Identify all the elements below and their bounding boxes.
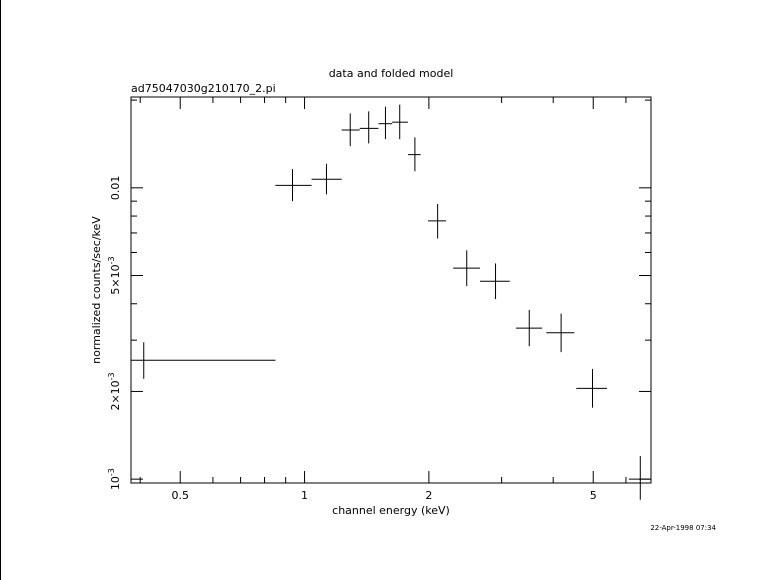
data-points xyxy=(131,104,651,500)
y-tick-labels: 10-3 2×10-3 5×10-3 0.01 xyxy=(107,176,122,491)
y-tick-label: 0.01 xyxy=(109,176,122,201)
data-point xyxy=(480,263,510,300)
x-tick-labels: 0.5 1 2 5 xyxy=(171,489,596,502)
window-edge xyxy=(0,0,1,580)
chart-title: data and folded model xyxy=(329,67,454,80)
x-tick-label: 5 xyxy=(590,489,597,502)
data-point xyxy=(427,203,446,239)
data-point xyxy=(341,113,360,147)
x-axis-label: channel energy (keV) xyxy=(332,504,450,517)
data-point xyxy=(378,106,393,140)
data-point xyxy=(407,137,421,172)
data-point xyxy=(275,169,312,202)
data-point xyxy=(359,111,379,144)
y-tick-label: 5×10-3 xyxy=(107,256,122,294)
chart-subtitle: ad75047030g210170_2.pi xyxy=(131,82,276,95)
timestamp-footer: 22-Apr-1998 07:34 xyxy=(650,524,716,532)
axis-ticks xyxy=(131,97,651,483)
plot-frame xyxy=(130,96,652,484)
data-point xyxy=(311,163,342,195)
x-tick-label: 2 xyxy=(425,489,432,502)
data-point xyxy=(546,313,575,353)
y-axis-label: normalized counts/sec/keV xyxy=(90,216,103,364)
y-tick-label: 10-3 xyxy=(107,468,122,490)
data-point xyxy=(576,368,608,408)
data-point xyxy=(392,104,408,140)
data-point xyxy=(453,250,481,287)
y-tick-label: 2×10-3 xyxy=(107,372,122,410)
data-point xyxy=(628,456,651,500)
x-tick-label: 0.5 xyxy=(171,489,189,502)
x-tick-label: 1 xyxy=(301,489,308,502)
data-point xyxy=(515,309,543,347)
data-point xyxy=(131,342,276,379)
